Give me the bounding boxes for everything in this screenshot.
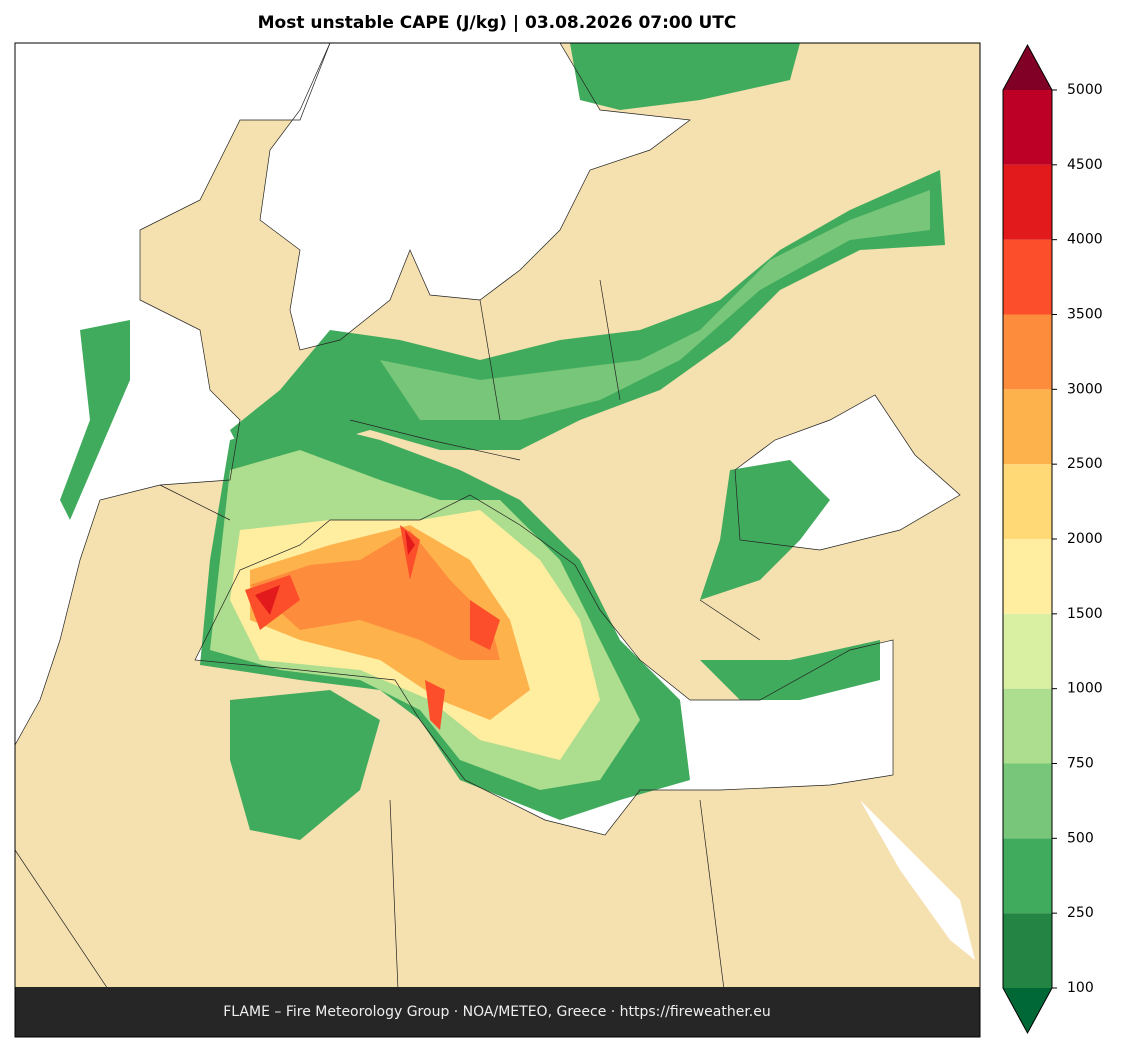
colorbar-tick-label: 100 — [1067, 980, 1094, 996]
colorbar-over — [1003, 45, 1052, 90]
colorbar-tick-label: 2000 — [1067, 531, 1103, 547]
colorbar-segment — [1003, 389, 1052, 465]
cape-area — [60, 320, 130, 520]
colorbar-tick-label: 3500 — [1067, 307, 1103, 323]
borders — [15, 43, 961, 1037]
cape-area — [380, 190, 930, 420]
colorbar-segment — [1003, 164, 1052, 240]
footer-text: FLAME – Fire Meteorology Group · NOA/MET… — [223, 1004, 771, 1020]
cape-area — [700, 460, 830, 600]
colorbar-segment — [1003, 838, 1052, 914]
map-area: FLAME – Fire Meteorology Group · NOA/MET… — [15, 43, 980, 1037]
cape-fields — [60, 43, 945, 840]
colorbar: 100 250 500 750 1000 1500 2000 2500 3000 3500 4000… — [1002, 43, 1103, 1035]
colorbar-tick-label: 500 — [1067, 830, 1094, 846]
colorbar-segment — [1003, 90, 1052, 165]
colorbar-segment — [1003, 613, 1052, 689]
colorbar-segment — [1003, 913, 1052, 988]
colorbar-tick-label: 3000 — [1067, 381, 1103, 397]
colorbar-tick-label: 250 — [1067, 905, 1094, 921]
cape-area — [700, 640, 880, 700]
colorbar-segment — [1003, 539, 1052, 614]
colorbar-segment — [1003, 763, 1052, 839]
cape-area — [250, 530, 500, 660]
colorbar-segment — [1003, 239, 1052, 315]
cape-area — [255, 530, 415, 615]
cape-area — [570, 43, 800, 110]
colorbar-segment — [1003, 688, 1052, 764]
footer-bar — [15, 987, 980, 1037]
colorbar-segment — [1003, 314, 1052, 390]
colorbar-segment — [1003, 464, 1052, 539]
colorbar-under — [1003, 988, 1052, 1033]
colorbar-tick-label: 1500 — [1067, 606, 1103, 622]
map-title: Most unstable CAPE (J/kg) | 03.08.2026 0… — [258, 13, 737, 33]
colorbar-tick-label: 4500 — [1067, 157, 1103, 173]
colorbar-tick-label: 1000 — [1067, 681, 1103, 697]
map-frame — [14, 42, 981, 1038]
colorbar-tick-label: 2500 — [1067, 456, 1103, 472]
colorbar-tick-label: 4000 — [1067, 232, 1103, 248]
colorbar-tick-label: 750 — [1067, 756, 1094, 772]
colorbar-tick-label: 5000 — [1067, 82, 1103, 98]
cape-area — [230, 690, 380, 840]
